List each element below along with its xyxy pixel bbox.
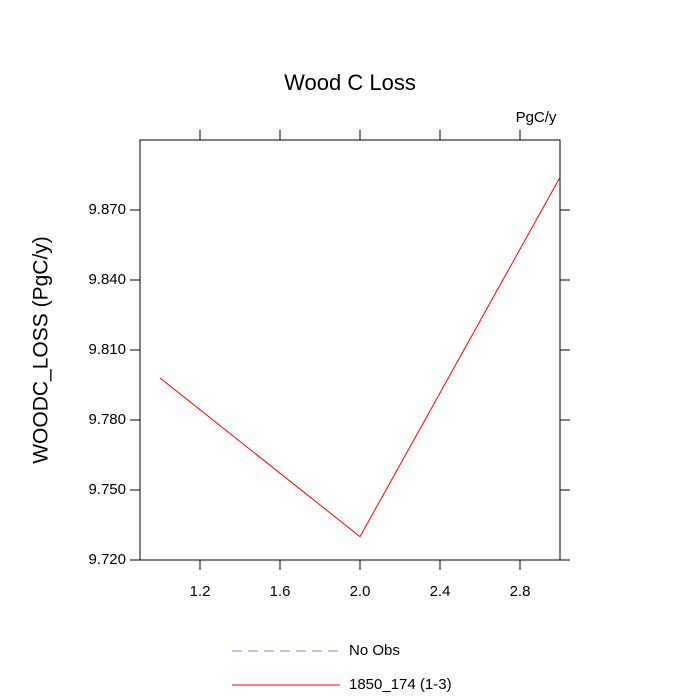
x-tick-label: 2.8 — [510, 583, 531, 600]
y-tick-label: 9.870 — [88, 201, 126, 218]
y-tick-label: 9.750 — [88, 481, 126, 498]
y-tick-label: 9.810 — [88, 341, 126, 358]
legend-label: No Obs — [349, 642, 400, 659]
y-tick-label: 9.780 — [88, 411, 126, 428]
x-tick-label: 2.4 — [430, 583, 451, 600]
y-tick-label: 9.840 — [88, 271, 126, 288]
x-tick-label: 1.2 — [190, 583, 211, 600]
units-label: PgC/y — [516, 109, 557, 126]
x-tick-label: 1.6 — [270, 583, 291, 600]
y-axis-label: WOODC_LOSS (PgC/y) — [30, 236, 53, 464]
plot-frame — [139, 139, 561, 561]
legend-label: 1850_174 (1-3) — [349, 676, 452, 693]
series-line — [159, 177, 561, 538]
x-tick-label: 2.0 — [350, 583, 371, 600]
y-tick-label: 9.720 — [88, 551, 126, 568]
chart-title: Wood C Loss — [284, 70, 416, 95]
